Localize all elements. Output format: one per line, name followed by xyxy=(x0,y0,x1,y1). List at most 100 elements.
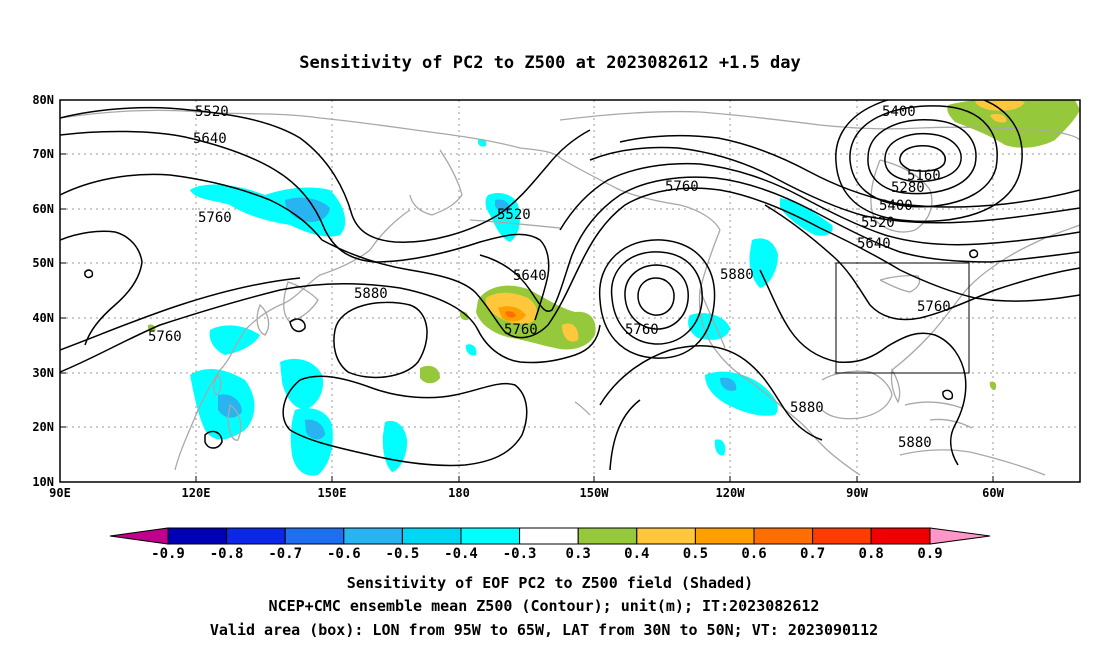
lat-label: 20N xyxy=(32,420,54,434)
colorbar-swatch xyxy=(167,527,228,545)
colorbar-swatch xyxy=(460,527,521,545)
shade-neg-mexico-s-core xyxy=(720,377,737,391)
colorbar-label: 0.5 xyxy=(683,546,708,562)
contour-label: 5880 xyxy=(720,267,754,283)
coast-gulf-mexico xyxy=(821,370,893,420)
contour-5880-west-b xyxy=(60,277,301,351)
colorbar-swatch xyxy=(343,527,403,545)
contour-small-ring-5 xyxy=(969,249,979,259)
colorbar-arrow-right xyxy=(929,527,991,545)
contour-label: 5400 xyxy=(879,198,913,214)
contour-5760-trough xyxy=(321,187,1080,339)
contour-label: 5760 xyxy=(917,299,951,315)
shade-neg-japan xyxy=(209,325,260,355)
coast-aleutians xyxy=(469,219,561,229)
colorbar-label: -0.7 xyxy=(268,546,302,562)
contour-label: 5520 xyxy=(497,207,531,223)
contour-cyc-2 xyxy=(884,132,962,183)
contour-5760-west xyxy=(60,173,323,241)
contour-5280-arc xyxy=(619,134,1080,208)
shade-neg-midpac xyxy=(465,344,477,356)
contour-label: 5760 xyxy=(625,322,659,338)
contour-label: 5880 xyxy=(790,400,824,416)
shade-pos-midpac xyxy=(420,365,440,384)
colorbar-label: -0.4 xyxy=(444,546,478,562)
colorbar-label: 0.6 xyxy=(741,546,766,562)
caption-line-3: Valid area (box): LON from 95W to 65W, L… xyxy=(210,621,878,639)
caption-line-1: Sensitivity of EOF PC2 to Z500 field (Sh… xyxy=(347,574,753,592)
colorbar-label: 0.4 xyxy=(624,546,649,562)
contour-5760-east xyxy=(764,204,1080,321)
coast-caribbean xyxy=(904,401,973,429)
shade-neg-dot-2 xyxy=(714,439,726,456)
caption-line-2: NCEP+CMC ensemble mean Z500 (Contour); u… xyxy=(269,597,820,615)
lon-label: 90W xyxy=(846,486,868,500)
lat-label: 60N xyxy=(32,202,54,216)
contour-5880-loop xyxy=(282,375,528,467)
coast-south-america xyxy=(899,449,1046,476)
contour-label: 5640 xyxy=(193,131,227,147)
contour-low-4 xyxy=(598,239,716,359)
shade-pos-arctic-yellow-2 xyxy=(990,113,1007,123)
colorbar-swatch xyxy=(812,527,872,545)
shade-neg-gulf-alaska xyxy=(780,198,833,236)
contour-label: 5760 xyxy=(504,322,538,338)
shade-pos-arctic-yellow xyxy=(975,100,1025,111)
contour-label: 5760 xyxy=(665,179,699,195)
contour-label: 5640 xyxy=(857,236,891,252)
contour-label: 5760 xyxy=(198,210,232,226)
contour-5880-east xyxy=(759,269,967,466)
contour-label: 5520 xyxy=(861,215,895,231)
shade-pos-dateline-yellow-2 xyxy=(562,323,579,342)
coast-kamchatka xyxy=(409,149,463,216)
contour-labels: 5520 5640 5760 5520 5640 5880 5760 5760 … xyxy=(148,104,951,451)
contour-cyc-3 xyxy=(867,119,977,195)
contour-5760-sw xyxy=(60,230,143,346)
contour-5880-mex xyxy=(599,344,823,441)
colorbar-label: -0.6 xyxy=(327,546,361,562)
contour-5520-trough xyxy=(559,162,1080,246)
axis-ticks xyxy=(60,99,994,483)
lat-label: 30N xyxy=(32,366,54,380)
shade-neg-wpac-2-core xyxy=(305,419,325,440)
colorbar-swatch xyxy=(519,527,579,545)
colorbar-swatch xyxy=(401,527,462,545)
coast-na-north xyxy=(559,110,1080,141)
coast-asia-east xyxy=(174,209,411,471)
lon-label: 60W xyxy=(982,486,1004,500)
coast-japan xyxy=(283,281,319,323)
lon-labels: 90E 120E 150E 180 150W 120W 90W 60W xyxy=(49,486,1004,500)
colorbar-label: -0.3 xyxy=(503,546,537,562)
coast-great-lakes xyxy=(879,274,921,293)
coast-philippines xyxy=(227,403,242,441)
contour-label: 5880 xyxy=(354,286,388,302)
colorbar-swatch xyxy=(577,527,638,545)
shade-neg-wpac-1 xyxy=(280,358,324,410)
colorbar-label: -0.5 xyxy=(386,546,420,562)
lon-label: 90E xyxy=(49,486,71,500)
map-border xyxy=(59,99,1081,483)
lat-label: 80N xyxy=(32,93,54,107)
coast-florida xyxy=(890,368,901,404)
contour-5640-trough xyxy=(479,176,1080,312)
contour-low-1 xyxy=(637,277,675,316)
shade-neg-bc xyxy=(749,238,778,288)
colorbar-swatch xyxy=(870,527,931,545)
lat-label: 50N xyxy=(32,256,54,270)
contour-small-ring-2 xyxy=(289,318,306,333)
colorbar-label: -0.9 xyxy=(151,546,185,562)
contour-5400-arc xyxy=(589,146,1080,224)
contour-high-ellipse xyxy=(333,301,428,379)
contour-label: 5760 xyxy=(148,329,182,345)
lon-label: 120E xyxy=(182,486,211,500)
colorbar-swatch xyxy=(226,527,286,545)
contour-5640-west xyxy=(60,130,550,321)
contour-5520-west xyxy=(60,106,591,243)
lon-label: 150W xyxy=(580,486,610,500)
contour-label: 5160 xyxy=(907,168,941,184)
shade-pos-small-1 xyxy=(459,311,469,321)
contour-5880-south xyxy=(609,399,641,471)
lon-label: 180 xyxy=(448,486,470,500)
contour-label: 5280 xyxy=(891,180,925,196)
contour-label: 5880 xyxy=(898,435,932,451)
